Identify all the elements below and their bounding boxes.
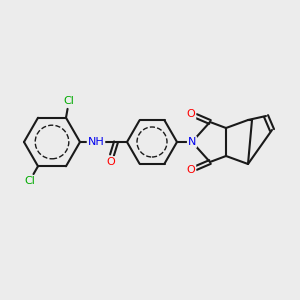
Text: O: O bbox=[187, 109, 195, 119]
Text: O: O bbox=[106, 157, 116, 167]
Text: O: O bbox=[187, 165, 195, 175]
Text: Cl: Cl bbox=[24, 176, 35, 186]
Text: NH: NH bbox=[88, 137, 104, 147]
Text: N: N bbox=[188, 137, 196, 147]
Text: Cl: Cl bbox=[64, 96, 74, 106]
